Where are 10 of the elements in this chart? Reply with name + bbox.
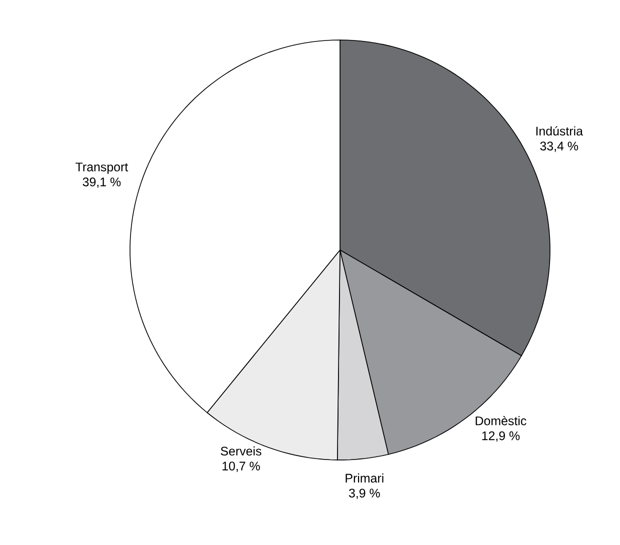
data-label: 33,4 % (540, 142, 578, 152)
slice-label: Transport (76, 162, 128, 174)
slice-label: Domèstic (476, 416, 526, 426)
data-label: 12,9 % (482, 431, 520, 442)
data-label: 3,9 % (348, 488, 380, 499)
data-label: 10,7 % (222, 462, 260, 472)
slice-label: Indústria (536, 126, 583, 136)
slice-label: Serveis (220, 446, 262, 456)
slice-label: Primari (346, 473, 384, 483)
data-label: 39,1 % (82, 178, 121, 188)
